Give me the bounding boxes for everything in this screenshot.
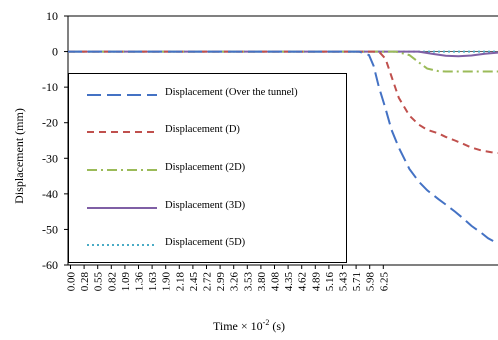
x-tick-label: 0.82 [106,272,118,291]
legend-swatch-5d [87,244,157,246]
legend-swatch-over-tunnel [87,94,157,96]
x-tick-label: 6.25 [378,272,390,292]
y-tick-label: -60 [42,258,58,272]
x-tick-label: 5.16 [324,272,336,292]
x-axis-title: Time × 10-2 (s) [0,318,498,334]
x-tick-label: 4.89 [310,272,322,292]
y-tick-label: 0 [52,45,58,59]
x-tick-label: 1.36 [134,272,146,292]
legend-swatch-3d [87,207,157,209]
x-tick-label: 5.98 [365,272,377,292]
x-tick-label: 2.18 [174,272,186,292]
legend-label: Displacement (3D) [165,200,246,211]
x-tick-label: 2.99 [215,272,227,292]
series-layer [68,50,498,245]
x-tick-label: 3.80 [256,272,268,292]
x-tick-label: 1.63 [147,272,159,292]
x-tick-label: 0.00 [66,272,78,292]
x-tick-label: 4.35 [283,272,295,292]
legend-item-5d: Displacement (5D) [69,235,346,255]
x-tick-label: 3.53 [242,272,254,292]
series-line-3 [68,50,498,58]
y-tick-label: -40 [42,187,58,201]
y-tick-label: -30 [42,151,58,165]
x-tick-label: 5.43 [338,272,350,292]
legend-label: Displacement (5D) [165,237,246,248]
x-axis-title-exponent: -2 [262,318,270,327]
y-axis-title: Displacement (mm) [12,108,26,204]
x-tick-label: 4.08 [270,272,282,292]
x-tick-label: 3.26 [229,272,241,292]
legend-item-3d: Displacement (3D) [69,198,346,218]
x-tick-label: 1.09 [120,272,132,292]
chart-legend: Displacement (Over the tunnel) Displacem… [68,73,347,263]
x-axis-title-unit: (s) [269,319,285,333]
series-line-1 [68,50,498,154]
x-tick-label: 4.62 [297,272,309,291]
y-tick-label: 10 [46,9,58,23]
legend-label: Displacement (D) [165,124,240,135]
x-tick-label: 1.90 [161,272,173,292]
legend-item-2d: Displacement (2D) [69,160,346,180]
legend-label: Displacement (Over the tunnel) [165,87,298,98]
tick-layer: 10 0 -10 -20 -30 -40 -50 -60 0.00 0.28 0.55 0.82 1.0… [42,9,390,291]
x-axis-title-main: Time × 10 [212,319,263,333]
series-line-2 [68,50,498,73]
legend-item-over-tunnel: Displacement (Over the tunnel) [69,85,346,105]
y-tick-label: -10 [42,80,58,94]
legend-swatch-2d [87,169,157,171]
y-tick-label: -20 [42,116,58,130]
x-tick-label: 2.72 [202,272,214,291]
series-line-0 [68,50,498,245]
x-tick-label: 5.71 [351,272,363,291]
x-tick-label: 2.45 [188,272,200,292]
legend-label: Displacement (2D) [165,162,246,173]
y-tick-label: -50 [42,222,58,236]
x-tick-label: 0.28 [79,272,91,292]
legend-swatch-d [87,131,157,133]
legend-item-d: Displacement (D) [69,122,346,142]
x-tick-label: 0.55 [93,272,105,292]
